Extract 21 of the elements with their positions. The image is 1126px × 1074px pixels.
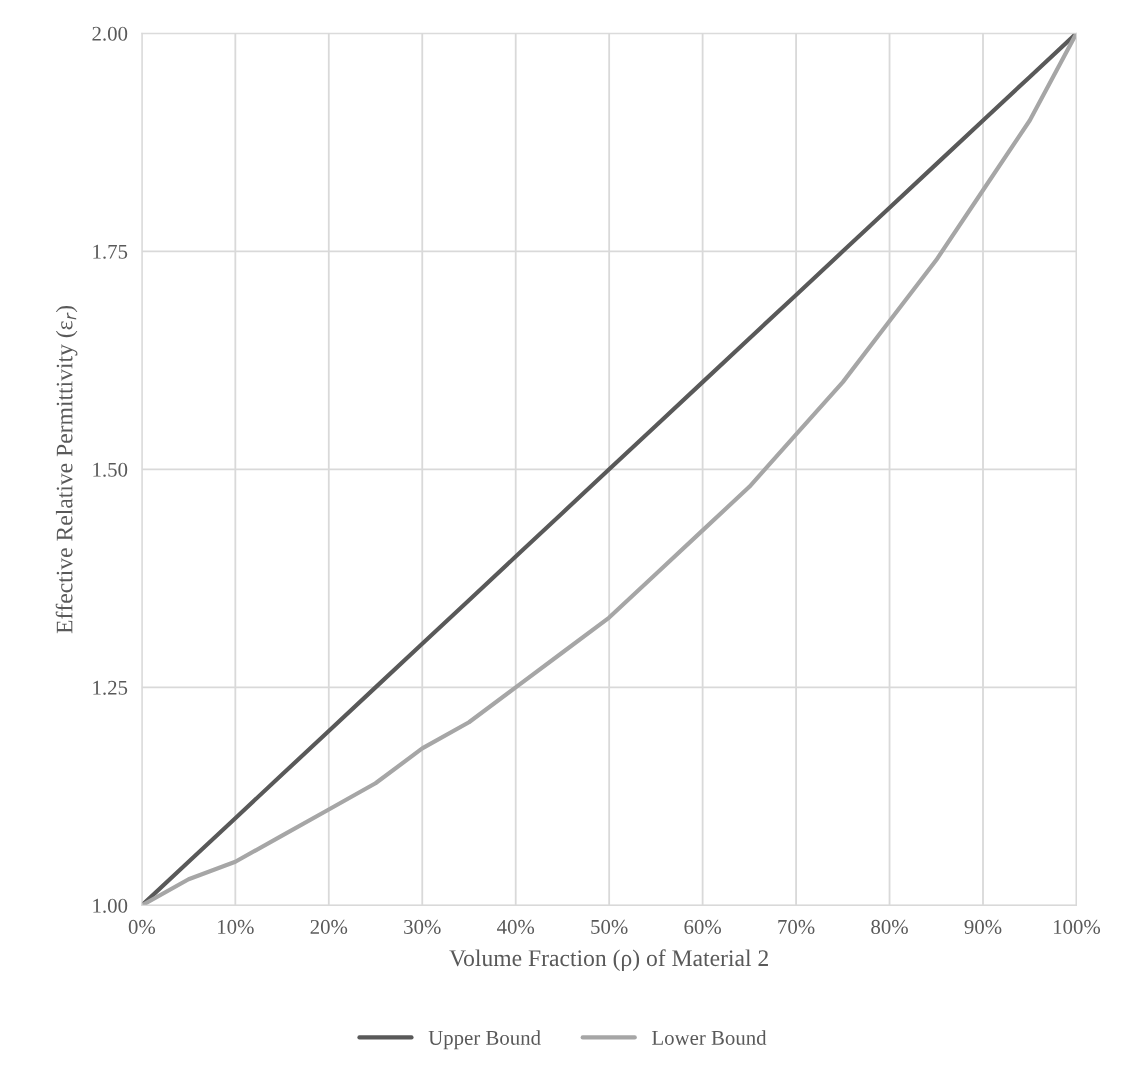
x-tick-label: 20% (310, 919, 348, 934)
x-tick-label: 50% (591, 919, 628, 934)
y-tick-label: 1.50 (93, 462, 128, 477)
x-tick-label: 70% (778, 919, 815, 934)
legend-label: Upper Bound (428, 1030, 541, 1050)
x-tick-label: 10% (218, 919, 254, 934)
line-series (141, 33, 1077, 906)
x-tick-label: 90% (964, 919, 1002, 934)
y-tick-label: 1.00 (93, 898, 128, 913)
legend-label: Lower Bound (652, 1030, 767, 1045)
y-axis-title: Effective Relative Permittivity (ε$_{r}$) (55, 305, 78, 634)
x-tick-label: 0% (128, 919, 156, 934)
y-tick-label: 2.00 (92, 26, 128, 41)
x-tick-label: 40% (497, 919, 535, 934)
x-tick-label: 60% (684, 919, 722, 934)
x-tick-label: 100% (1053, 919, 1101, 934)
y-tick-label: 1.25 (93, 680, 128, 695)
x-tick-label: 30% (404, 919, 441, 934)
x-tick-label: 80% (871, 919, 908, 934)
x-axis-title: Volume Fraction (ρ) of Material 2 (449, 949, 768, 971)
y-tick-label: 1.75 (93, 244, 128, 259)
